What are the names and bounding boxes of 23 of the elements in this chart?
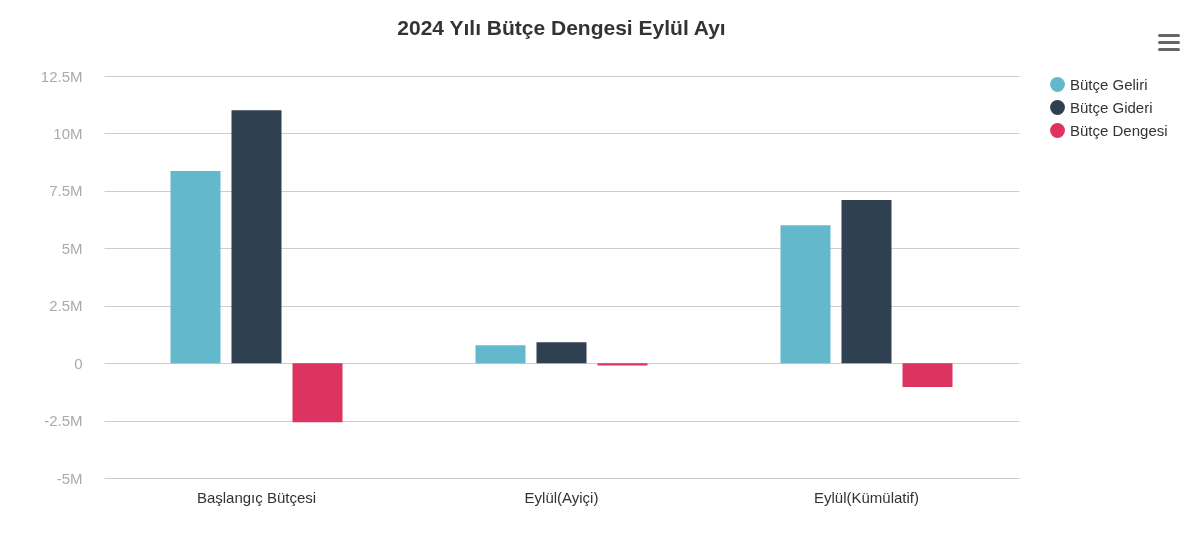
bar: [292, 363, 343, 423]
chart-title: 2024 Yılı Bütçe Dengesi Eylül Ayı: [397, 16, 726, 39]
x-tick-label: Eylül(Ayiçi): [524, 488, 599, 506]
bar: [780, 225, 831, 364]
y-tick-label: 12.5M: [40, 67, 83, 85]
y-tick-label: -2.5M: [44, 412, 83, 430]
y-tick-label: 7.5M: [49, 182, 83, 200]
legend-label: Bütçe Dengesi: [1070, 121, 1168, 139]
bar: [536, 342, 587, 364]
legend-label: Bütçe Geliri: [1070, 75, 1148, 93]
x-tick-label: Başlangıç Bütçesi: [196, 488, 317, 506]
y-tick-label: -5M: [56, 469, 83, 487]
bar: [170, 171, 221, 364]
x-tick-label: Eylül(Kümülatif): [813, 488, 920, 506]
bar: [902, 363, 953, 388]
bar: [475, 345, 526, 364]
y-tick-label: 5M: [61, 239, 83, 257]
bar: [231, 110, 282, 364]
y-tick-label: 10M: [53, 124, 83, 142]
legend-label: Bütçe Gideri: [1070, 98, 1153, 116]
y-tick-label: 2.5M: [49, 297, 83, 315]
y-tick-label: 0: [74, 354, 83, 372]
bar: [841, 200, 892, 364]
